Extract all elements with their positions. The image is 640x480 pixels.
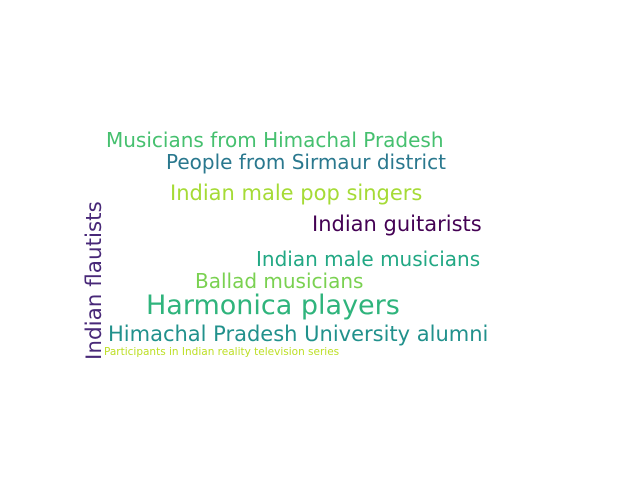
word-himachal-pradesh-university-alumni: Himachal Pradesh University alumni <box>108 322 489 346</box>
word-ballad-musicians: Ballad musicians <box>195 269 364 293</box>
word-indian-male-musicians: Indian male musicians <box>256 247 481 271</box>
word-participants-in-indian-reality-television-series: Participants in Indian reality televisio… <box>104 346 340 358</box>
word-people-from-sirmaur-district: People from Sirmaur district <box>166 150 446 174</box>
word-indian-male-pop-singers: Indian male pop singers <box>170 181 423 205</box>
word-harmonica-players: Harmonica players <box>146 290 400 321</box>
word-indian-guitarists: Indian guitarists <box>312 212 482 236</box>
word-musicians-from-himachal-pradesh: Musicians from Himachal Pradesh <box>106 128 444 152</box>
word-indian-flautists: Indian flautists <box>82 201 107 360</box>
